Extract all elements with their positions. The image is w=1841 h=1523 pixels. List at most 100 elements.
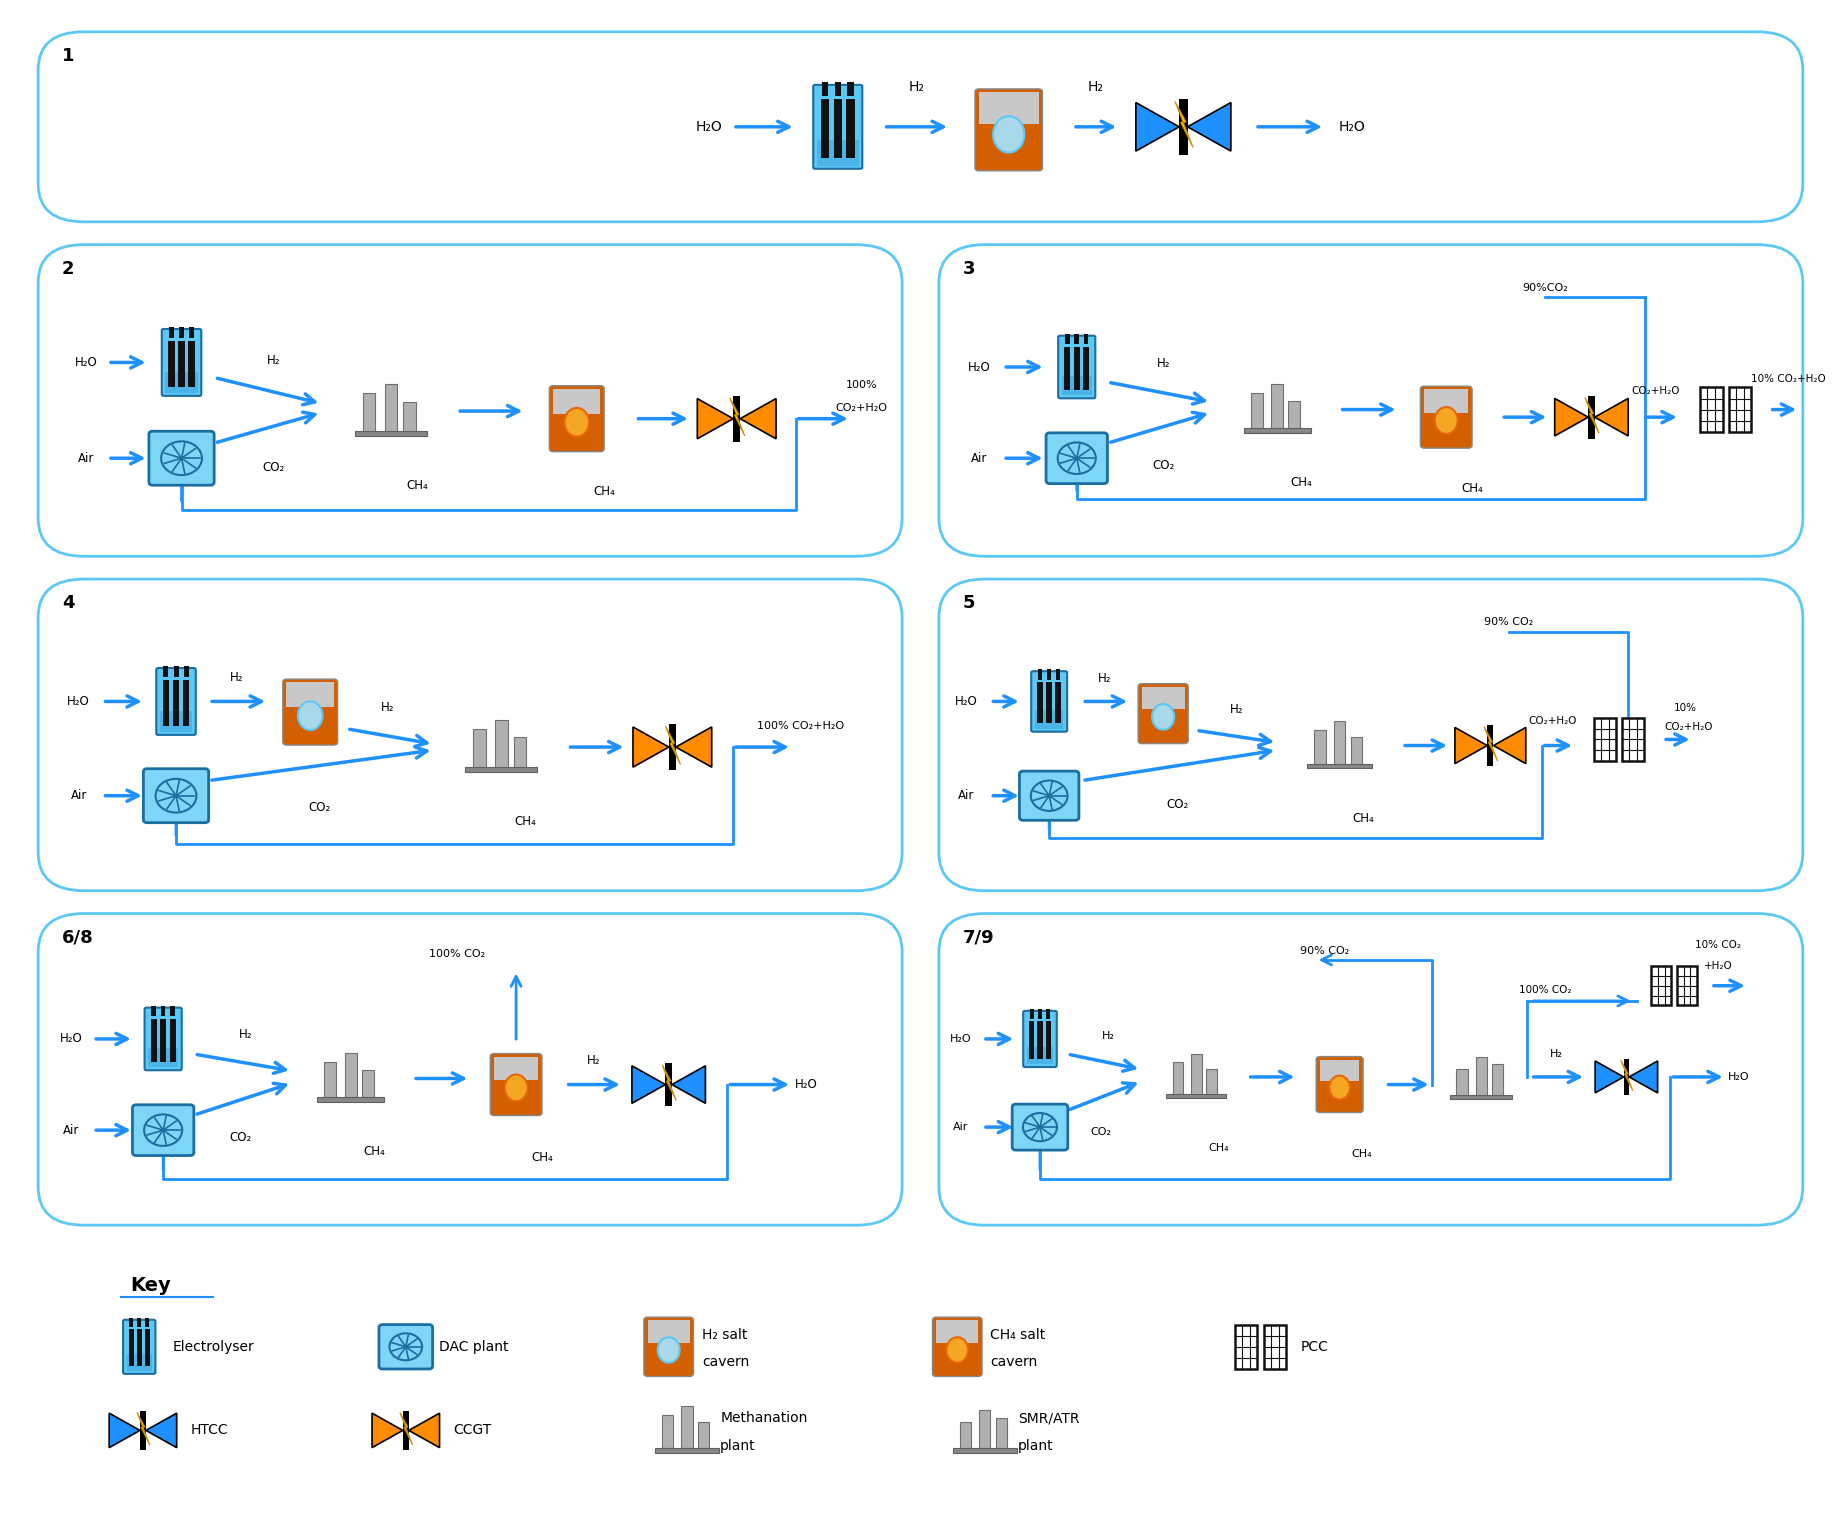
Bar [665, 1063, 672, 1106]
FancyBboxPatch shape [123, 1320, 155, 1374]
Polygon shape [663, 1065, 676, 1101]
Text: CO₂: CO₂ [230, 1132, 252, 1144]
Bar [1699, 387, 1723, 431]
FancyBboxPatch shape [644, 1317, 694, 1377]
Bar [1594, 719, 1616, 762]
Bar [324, 1062, 337, 1100]
Bar [160, 711, 191, 733]
Bar [136, 1330, 142, 1366]
Text: plant: plant [720, 1439, 757, 1453]
Bar [182, 679, 190, 726]
Bar [1046, 1010, 1051, 1019]
FancyBboxPatch shape [1316, 1057, 1362, 1112]
Bar [937, 1320, 978, 1343]
Bar [1048, 669, 1051, 679]
Bar [1314, 730, 1326, 766]
Bar [681, 1406, 692, 1451]
Bar [1491, 1065, 1502, 1097]
Bar [190, 327, 193, 338]
Bar [129, 1330, 134, 1366]
Text: Air: Air [959, 789, 974, 803]
Text: CH₄: CH₄ [365, 1145, 385, 1157]
Bar [188, 341, 195, 387]
Bar [1046, 1020, 1051, 1058]
Bar [1289, 401, 1300, 431]
FancyBboxPatch shape [162, 329, 201, 396]
FancyBboxPatch shape [39, 914, 902, 1224]
Bar [169, 327, 175, 338]
FancyBboxPatch shape [39, 579, 902, 891]
Bar [1084, 334, 1088, 344]
Text: Air: Air [954, 1122, 968, 1132]
FancyBboxPatch shape [939, 914, 1802, 1224]
Polygon shape [665, 726, 681, 765]
Bar [959, 1422, 970, 1451]
FancyBboxPatch shape [814, 85, 862, 169]
Bar [403, 1410, 409, 1450]
Bar [403, 402, 416, 434]
FancyBboxPatch shape [933, 1317, 981, 1377]
Text: H₂: H₂ [1230, 702, 1243, 716]
Polygon shape [1187, 102, 1232, 151]
Text: H₂O: H₂O [1727, 1072, 1749, 1081]
Bar [1335, 720, 1346, 766]
Text: 3: 3 [963, 260, 976, 277]
Text: CO₂+H₂O: CO₂+H₂O [836, 404, 887, 413]
Bar [151, 1019, 156, 1062]
Polygon shape [729, 398, 746, 436]
Text: CO₂+H₂O: CO₂+H₂O [1664, 722, 1714, 733]
FancyBboxPatch shape [549, 385, 604, 452]
Bar [149, 1048, 179, 1068]
Text: CO₂: CO₂ [1090, 1127, 1112, 1136]
Bar [1180, 99, 1187, 154]
Bar [173, 679, 179, 726]
Bar [160, 1005, 166, 1016]
FancyBboxPatch shape [1421, 387, 1473, 448]
Text: H₂: H₂ [239, 1028, 252, 1040]
Bar [1036, 1020, 1042, 1058]
Bar [1624, 1058, 1629, 1095]
Ellipse shape [992, 116, 1024, 152]
Polygon shape [145, 1413, 177, 1448]
Bar [344, 1052, 357, 1100]
Text: 90%CO₂: 90%CO₂ [1523, 283, 1569, 292]
FancyBboxPatch shape [39, 245, 902, 556]
Bar [317, 1097, 385, 1101]
Bar [821, 82, 828, 96]
Text: CH₄: CH₄ [407, 480, 427, 492]
Text: 2: 2 [63, 260, 74, 277]
Text: H₂ salt: H₂ salt [701, 1328, 747, 1342]
FancyBboxPatch shape [156, 669, 195, 736]
Text: Air: Air [77, 452, 94, 465]
FancyBboxPatch shape [1138, 684, 1187, 743]
FancyBboxPatch shape [939, 245, 1802, 556]
Bar [847, 99, 854, 157]
Text: 10% CO₂: 10% CO₂ [1696, 940, 1742, 950]
Text: 100% CO₂: 100% CO₂ [1519, 985, 1572, 996]
Text: PCC: PCC [1302, 1340, 1329, 1354]
Bar [1488, 725, 1493, 766]
Bar [1622, 719, 1644, 762]
Text: H₂: H₂ [909, 81, 924, 94]
Bar [1038, 669, 1042, 679]
Text: H₂: H₂ [230, 670, 243, 684]
Bar [954, 1448, 1016, 1453]
FancyBboxPatch shape [149, 431, 214, 486]
Text: H₂O: H₂O [1338, 120, 1366, 134]
Text: CH₄: CH₄ [1291, 477, 1313, 489]
Bar [1141, 687, 1184, 710]
Text: Air: Air [972, 452, 987, 465]
Bar [661, 1415, 674, 1451]
Bar [996, 1418, 1007, 1451]
FancyBboxPatch shape [379, 1325, 433, 1369]
Polygon shape [1629, 1062, 1657, 1094]
Text: Key: Key [131, 1276, 171, 1296]
Bar [184, 666, 188, 678]
Bar [1038, 1010, 1042, 1019]
Text: CH₄ salt: CH₄ salt [990, 1328, 1046, 1342]
Text: CH₄: CH₄ [514, 815, 536, 829]
Bar [287, 682, 333, 707]
Bar [127, 1354, 151, 1371]
FancyBboxPatch shape [1024, 1011, 1057, 1068]
Bar [1263, 1325, 1287, 1369]
